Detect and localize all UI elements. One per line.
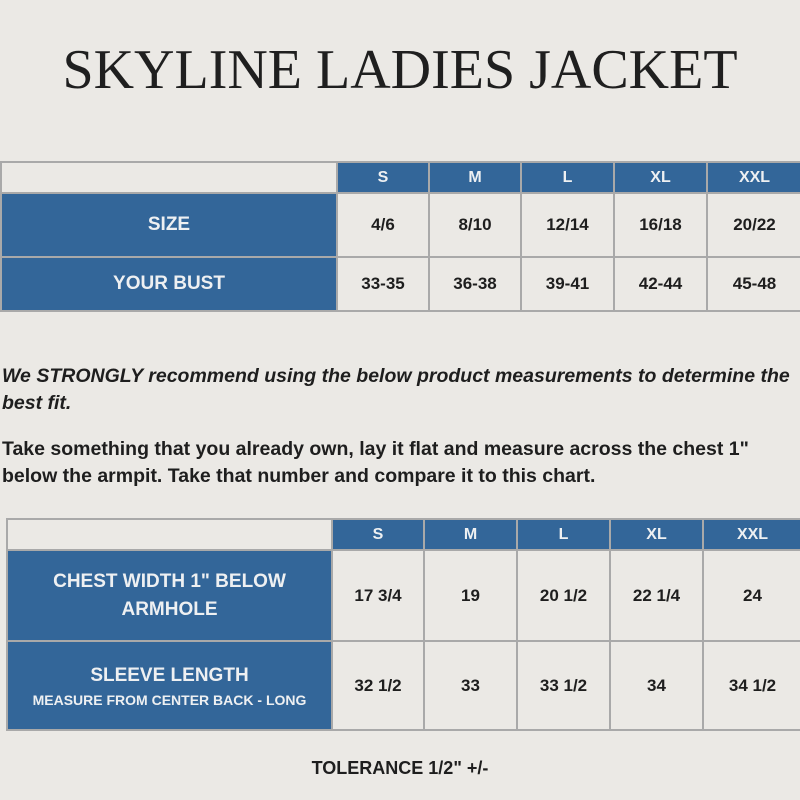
table-cell: 33 <box>423 640 518 731</box>
row-label: SIZE <box>0 192 338 258</box>
table-row: CHEST WIDTH 1" BELOW ARMHOLE 17 3/4 19 2… <box>6 549 800 642</box>
row-label: CHEST WIDTH 1" BELOW ARMHOLE <box>6 549 333 642</box>
corner-cell <box>0 161 338 194</box>
column-header: M <box>428 161 522 194</box>
column-header: XL <box>609 518 704 551</box>
column-header: S <box>331 518 425 551</box>
sleeve-length-label: SLEEVE LENGTH <box>90 664 249 686</box>
table-row: SIZE 4/6 8/10 12/14 16/18 20/22 <box>0 192 800 258</box>
table-cell: 24 <box>702 549 800 642</box>
column-header: XXL <box>706 161 800 194</box>
header-row: S M L XL XXL <box>0 161 800 194</box>
corner-cell <box>6 518 333 551</box>
table-cell: 36-38 <box>428 256 522 312</box>
header-row: S M L XL XXL <box>6 518 800 551</box>
table-cell: 33-35 <box>336 256 430 312</box>
table-cell: 34 <box>609 640 704 731</box>
table-cell: 33 1/2 <box>516 640 611 731</box>
table-cell: 45-48 <box>706 256 800 312</box>
recommendation-text: We STRONGLY recommend using the below pr… <box>2 365 790 414</box>
column-header: S <box>336 161 430 194</box>
column-header: M <box>423 518 518 551</box>
table-row: SLEEVE LENGTH MEASURE FROM CENTER BACK -… <box>6 640 800 731</box>
chest-width-label: CHEST WIDTH 1" BELOW ARMHOLE <box>53 570 286 620</box>
page-title: SKYLINE LADIES JACKET <box>62 39 738 101</box>
row-label: YOUR BUST <box>0 256 338 312</box>
sleeve-length-sublabel: MEASURE FROM CENTER BACK - LONG <box>32 691 307 708</box>
measurement-table: S M L XL XXL CHEST WIDTH 1" BELOW ARMHOL… <box>6 518 800 731</box>
table-cell: 39-41 <box>520 256 615 312</box>
instructions-text: Take something that you already own, lay… <box>2 438 749 487</box>
table-row: YOUR BUST 33-35 36-38 39-41 42-44 45-48 <box>0 256 800 312</box>
table-cell: 4/6 <box>336 192 430 258</box>
table-cell: 12/14 <box>520 192 615 258</box>
table-cell: 16/18 <box>613 192 708 258</box>
table-cell: 20/22 <box>706 192 800 258</box>
column-header: XXL <box>702 518 800 551</box>
table-cell: 34 1/2 <box>702 640 800 731</box>
table-cell: 42-44 <box>613 256 708 312</box>
table-cell: 19 <box>423 549 518 642</box>
column-header: XL <box>613 161 708 194</box>
column-header: L <box>516 518 611 551</box>
table-cell: 22 1/4 <box>609 549 704 642</box>
column-header: L <box>520 161 615 194</box>
size-table: S M L XL XXL SIZE 4/6 8/10 12/14 16/18 2… <box>0 161 800 312</box>
row-label: SLEEVE LENGTH MEASURE FROM CENTER BACK -… <box>6 640 333 731</box>
table-cell: 8/10 <box>428 192 522 258</box>
tolerance-note: TOLERANCE 1/2" +/- <box>311 758 489 778</box>
table-cell: 32 1/2 <box>331 640 425 731</box>
table-cell: 20 1/2 <box>516 549 611 642</box>
table-cell: 17 3/4 <box>331 549 425 642</box>
